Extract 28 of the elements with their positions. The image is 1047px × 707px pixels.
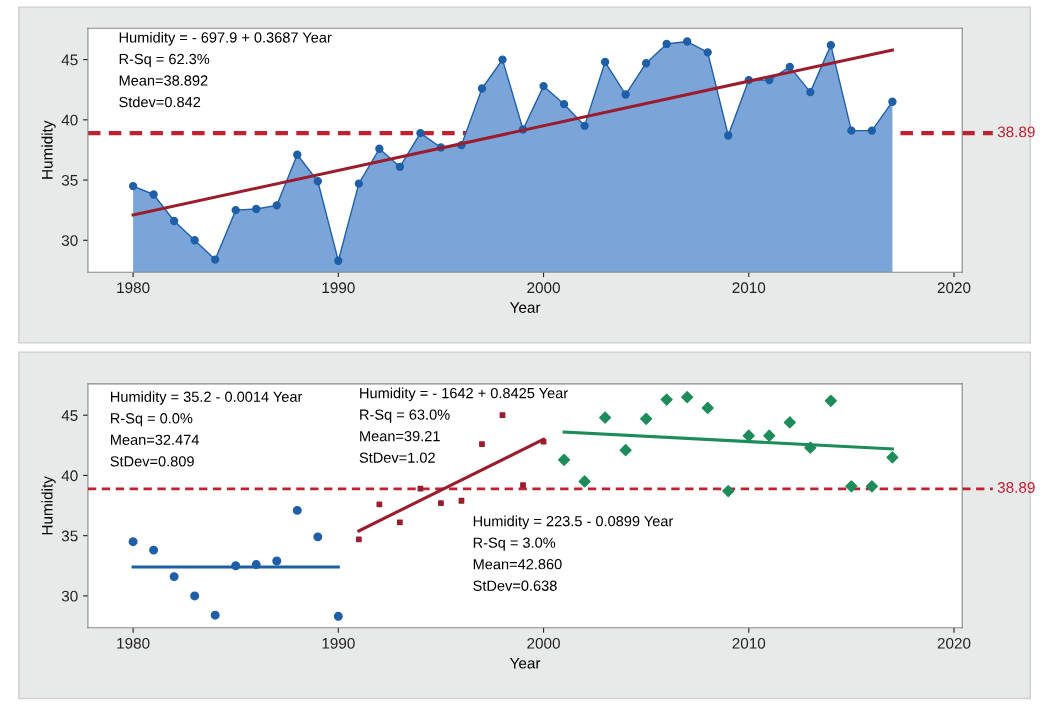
annotation: Humidity = - 1642 + 0.8425 Year R-Sq = 63.0% Mean=39.21 StDev=1.02: [359, 387, 568, 463]
y-tick-label: 40: [61, 470, 78, 482]
y-tick-label: 45: [61, 54, 78, 66]
x-tick-label: 2020: [937, 282, 971, 294]
x-tick-label: 1980: [117, 282, 150, 294]
x-tick-label: 1990: [322, 637, 355, 649]
y-tick-label: 30: [61, 590, 78, 602]
y-axis-title: Humidity: [41, 476, 56, 535]
x-tick-label: 2000: [527, 637, 560, 649]
x-axis-title: Year: [509, 657, 541, 669]
y-tick-label: 35: [61, 530, 78, 542]
x-tick-label: 2010: [732, 282, 766, 294]
y-tick-label: 35: [61, 174, 78, 186]
x-tick-label: 2010: [732, 637, 766, 649]
x-tick-label: 2000: [527, 282, 560, 294]
ref-line-label: 38.89: [997, 482, 1035, 493]
y-tick-label: 45: [61, 410, 78, 421]
annotation: Humidity = 35.2 - 0.0014 Year R-Sq = 0.0% Mean=32.474 StDev=0.809: [110, 391, 303, 467]
y-axis-title: Humidity: [41, 120, 56, 179]
annotation: Humidity = 223.5 - 0.0899 Year R-Sq = 3.0% Mean=42.860 StDev=0.638: [473, 515, 674, 591]
x-tick-label: 1990: [322, 282, 355, 294]
annotation: Humidity = - 697.9 + 0.3687 Year R-Sq = 62.3% Mean=38.892 Stdev=0.842: [119, 31, 332, 108]
x-tick-label: 2020: [937, 637, 971, 649]
ref-line-label: 38.89: [997, 126, 1035, 138]
x-axis-title: Year: [509, 302, 541, 313]
y-tick-label: 30: [61, 235, 78, 246]
y-tick-label: 40: [61, 114, 78, 126]
x-tick-label: 1980: [117, 637, 150, 649]
